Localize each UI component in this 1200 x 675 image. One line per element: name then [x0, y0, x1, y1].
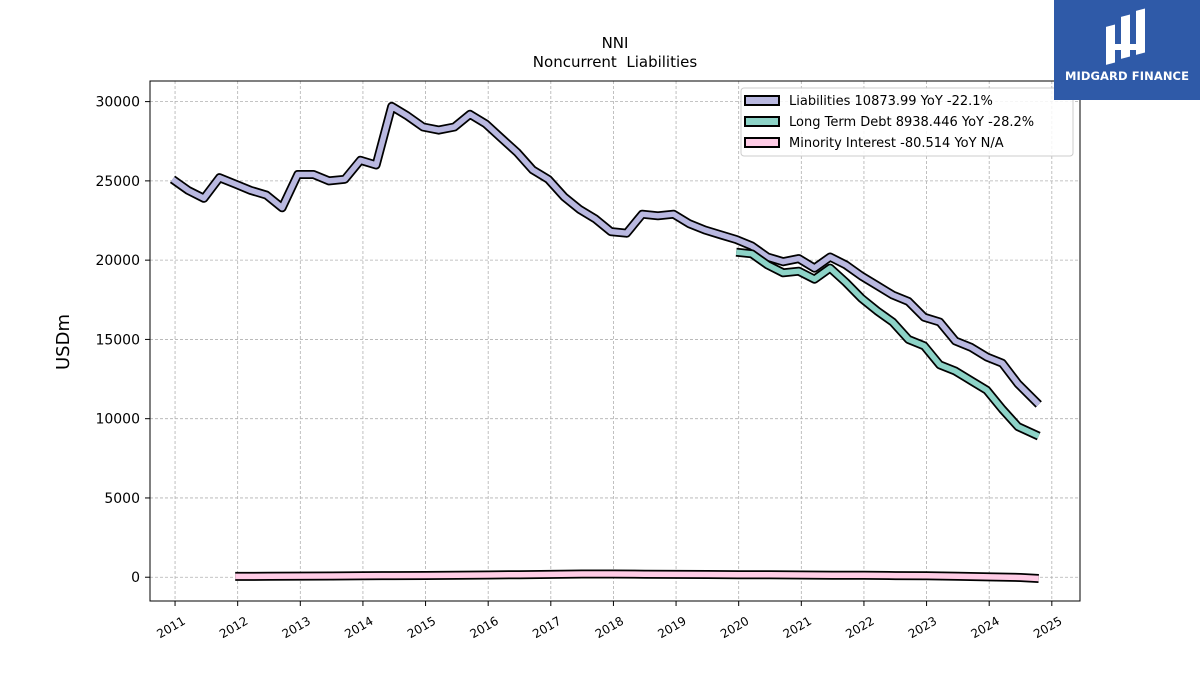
y-tick-label: 5000	[104, 491, 140, 507]
x-tick-label: 2019	[655, 614, 688, 641]
legend-label: Long Term Debt 8938.446 YoY -28.2%	[789, 115, 1034, 130]
x-tick-label: 2025	[1031, 614, 1064, 641]
midgard-mark-icon	[1106, 8, 1145, 65]
chart-title: NNI	[602, 34, 629, 52]
plot-frame	[149, 80, 1081, 602]
series-layer	[169, 101, 1042, 583]
series-outline-1	[735, 247, 1041, 441]
brand-name: MIDGARD FINANCE	[1064, 69, 1190, 83]
y-tick-label: 15000	[95, 332, 140, 348]
legend-label: Minority Interest -80.514 YoY N/A	[789, 136, 1004, 151]
x-tick-label: 2020	[718, 614, 751, 641]
x-tick-label: 2011	[154, 614, 187, 641]
x-tick-label: 2013	[280, 614, 313, 641]
series-line-0	[170, 103, 1041, 407]
ticks: 2011 2012 2013 2014 2015 2016 2017 2018 2019 2020…	[95, 95, 1064, 642]
y-tick-label: 30000	[95, 95, 140, 111]
series-line-1	[735, 249, 1040, 439]
legend-swatch	[744, 116, 780, 127]
x-tick-label: 2015	[405, 614, 438, 641]
x-tick-label: 2023	[906, 614, 939, 641]
grid	[150, 81, 1080, 601]
legend-box	[740, 87, 1074, 157]
x-tick-label: 2022	[843, 614, 876, 641]
x-tick-label: 2012	[217, 614, 250, 641]
y-tick-label: 10000	[95, 412, 140, 428]
y-axis-label: USDm	[53, 314, 74, 370]
series-line-2	[235, 571, 1039, 582]
x-tick-label: 2016	[467, 614, 500, 641]
chart-subtitle: Noncurrent Liabilities	[533, 53, 698, 71]
x-tick-label: 2018	[593, 614, 626, 641]
x-tick-label: 2017	[530, 614, 563, 641]
x-tick-label: 2024	[968, 614, 1001, 641]
legend-label: Liabilities 10873.99 YoY -22.1%	[789, 94, 993, 109]
x-tick-label: 2014	[342, 614, 375, 641]
y-tick-label: 20000	[95, 253, 140, 269]
legend-swatch	[744, 95, 780, 106]
x-tick-label: 2021	[781, 614, 814, 641]
legend: Liabilities 10873.99 YoY -22.1% Long Term…	[740, 87, 1074, 157]
y-tick-label: 0	[131, 570, 140, 586]
y-tick-label: 25000	[95, 174, 140, 190]
legend-swatch	[744, 137, 780, 148]
brand-logo: MIDGARD FINANCE	[1054, 0, 1200, 100]
